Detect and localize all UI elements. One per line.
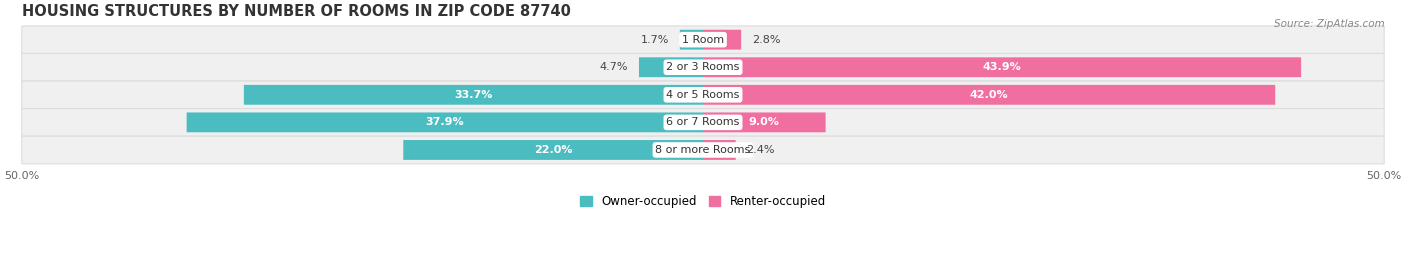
Text: 2.4%: 2.4%	[747, 145, 775, 155]
FancyBboxPatch shape	[21, 26, 1385, 54]
FancyBboxPatch shape	[703, 112, 825, 132]
Text: 4.7%: 4.7%	[599, 62, 628, 72]
FancyBboxPatch shape	[21, 109, 1385, 136]
Text: Source: ZipAtlas.com: Source: ZipAtlas.com	[1274, 19, 1385, 29]
FancyBboxPatch shape	[404, 140, 703, 160]
FancyBboxPatch shape	[703, 30, 741, 49]
Text: 2 or 3 Rooms: 2 or 3 Rooms	[666, 62, 740, 72]
FancyBboxPatch shape	[638, 57, 703, 77]
Text: 22.0%: 22.0%	[534, 145, 572, 155]
Text: HOUSING STRUCTURES BY NUMBER OF ROOMS IN ZIP CODE 87740: HOUSING STRUCTURES BY NUMBER OF ROOMS IN…	[21, 4, 571, 19]
Text: 8 or more Rooms: 8 or more Rooms	[655, 145, 751, 155]
Text: 4 or 5 Rooms: 4 or 5 Rooms	[666, 90, 740, 100]
FancyBboxPatch shape	[681, 30, 703, 49]
Legend: Owner-occupied, Renter-occupied: Owner-occupied, Renter-occupied	[575, 190, 831, 213]
Text: 6 or 7 Rooms: 6 or 7 Rooms	[666, 117, 740, 128]
Text: 2.8%: 2.8%	[752, 35, 780, 45]
FancyBboxPatch shape	[21, 54, 1385, 81]
FancyBboxPatch shape	[703, 57, 1301, 77]
FancyBboxPatch shape	[187, 112, 703, 132]
Text: 37.9%: 37.9%	[426, 117, 464, 128]
FancyBboxPatch shape	[703, 140, 735, 160]
FancyBboxPatch shape	[21, 136, 1385, 164]
FancyBboxPatch shape	[21, 81, 1385, 109]
Text: 9.0%: 9.0%	[749, 117, 780, 128]
Text: 1 Room: 1 Room	[682, 35, 724, 45]
Text: 1.7%: 1.7%	[641, 35, 669, 45]
FancyBboxPatch shape	[243, 85, 703, 105]
Text: 33.7%: 33.7%	[454, 90, 492, 100]
Text: 43.9%: 43.9%	[983, 62, 1021, 72]
FancyBboxPatch shape	[703, 85, 1275, 105]
Text: 42.0%: 42.0%	[970, 90, 1008, 100]
